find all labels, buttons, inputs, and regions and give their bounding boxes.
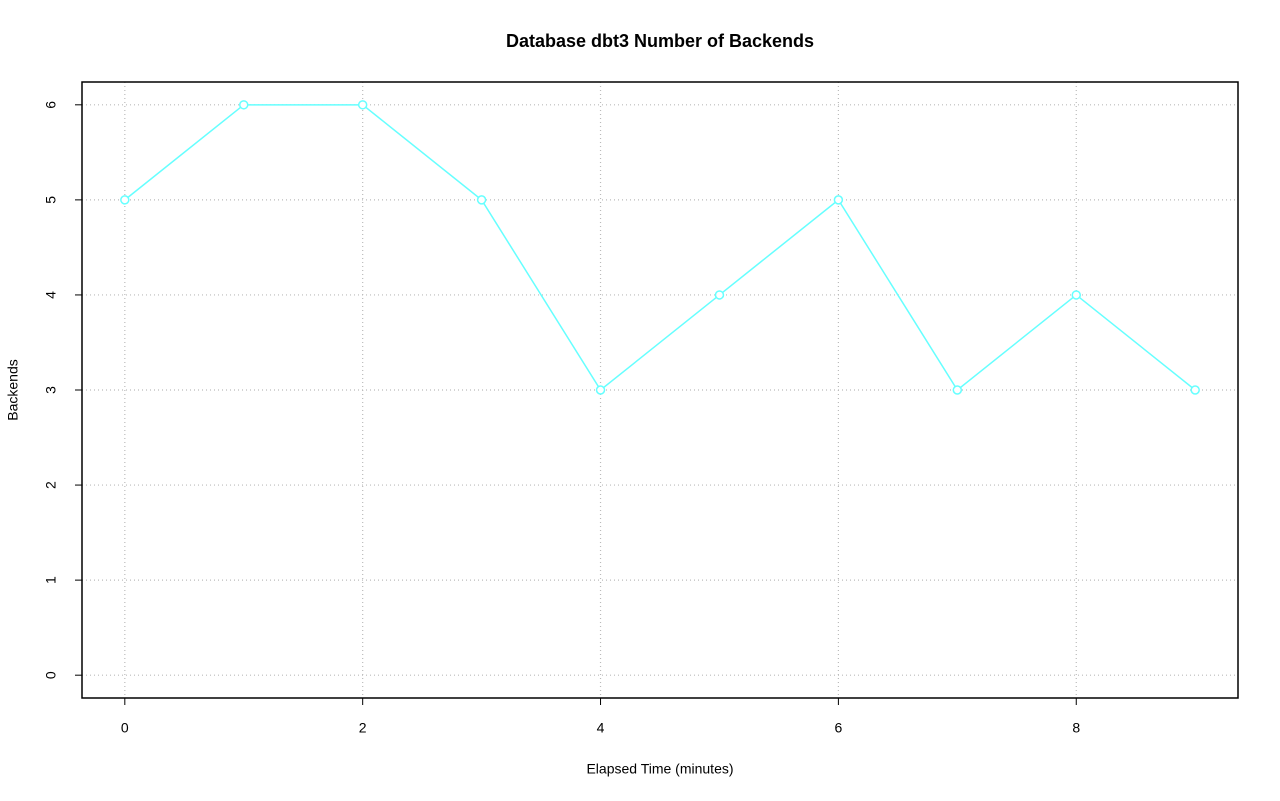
y-tick-label: 4	[43, 291, 59, 299]
y-tick-label: 2	[43, 481, 59, 489]
x-tick-label: 0	[121, 720, 129, 736]
x-tick-label: 4	[597, 720, 605, 736]
y-tick-label: 0	[43, 671, 59, 679]
chart-title: Database dbt3 Number of Backends	[506, 31, 814, 51]
data-point	[357, 100, 368, 110]
x-tick-label: 8	[1072, 720, 1080, 736]
data-point	[1071, 290, 1082, 300]
y-tick-label: 3	[43, 386, 59, 394]
x-axis-label: Elapsed Time (minutes)	[586, 761, 733, 777]
data-point	[952, 385, 963, 395]
data-point	[120, 195, 130, 205]
y-axis-label: Backends	[5, 359, 21, 420]
data-point	[238, 100, 249, 110]
y-tick-label: 5	[43, 196, 59, 204]
data-point	[595, 385, 606, 395]
x-tick-label: 6	[834, 720, 842, 736]
x-tick-label: 2	[359, 720, 367, 736]
plot-frame	[81, 81, 1239, 699]
data-point	[1190, 385, 1200, 395]
data-point	[833, 195, 844, 205]
y-tick-label: 6	[43, 101, 59, 109]
data-point	[476, 195, 487, 205]
data-point	[714, 290, 725, 300]
data-line	[124, 104, 1196, 392]
y-tick-label: 1	[43, 576, 59, 584]
